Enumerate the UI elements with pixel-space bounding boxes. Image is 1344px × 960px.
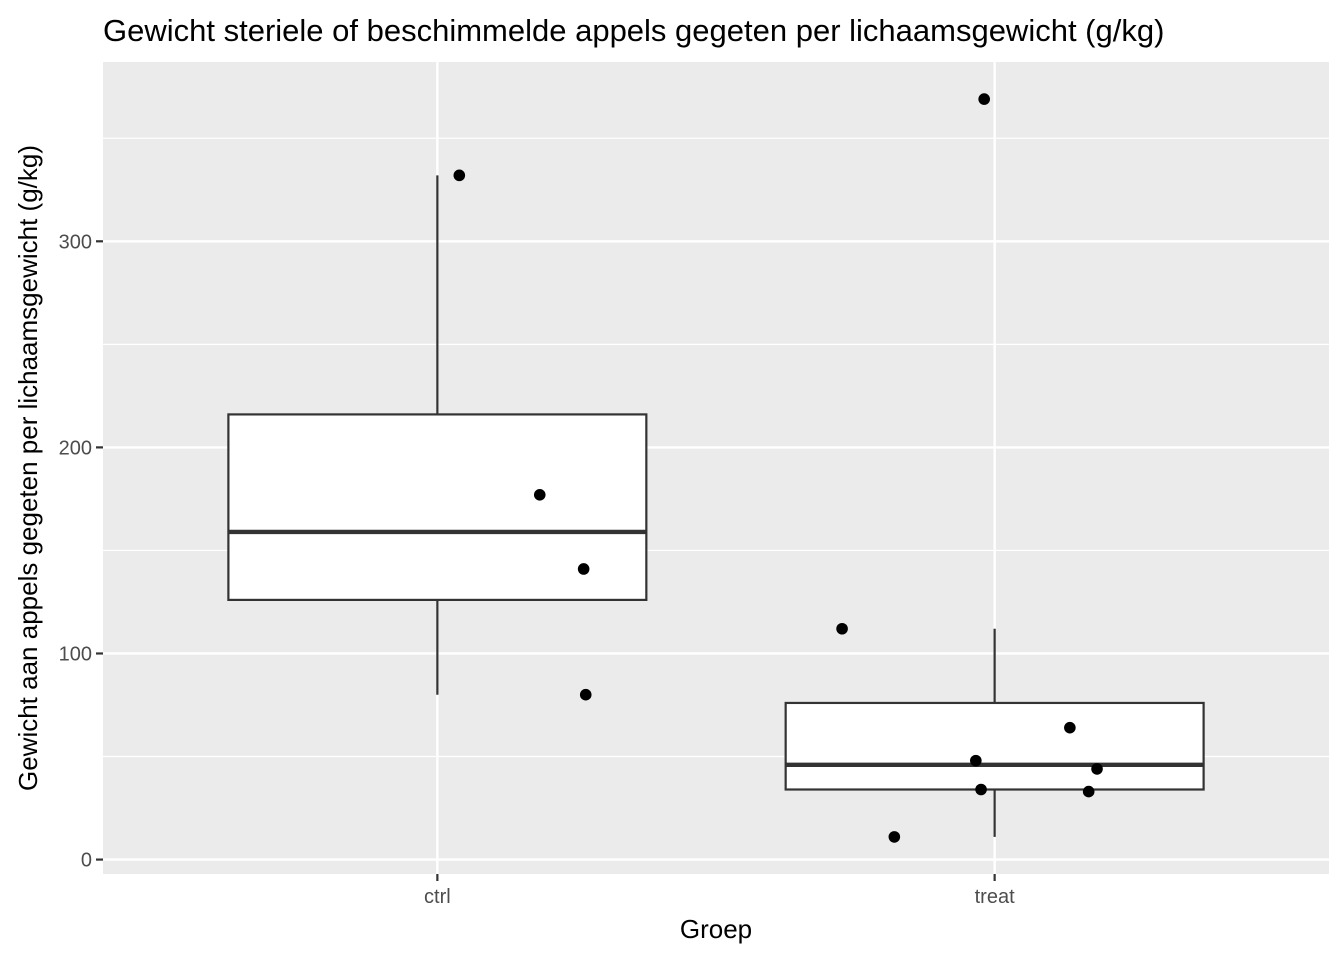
data-point [978, 93, 990, 105]
data-point [975, 783, 987, 796]
y-tick-label: 100 [59, 643, 92, 665]
data-point [970, 754, 982, 767]
data-point [1082, 785, 1095, 798]
chart-title: Gewicht steriele of beschimmelde appels … [103, 13, 1164, 48]
data-point [453, 169, 466, 182]
x-tick-label: treat [975, 886, 1015, 908]
data-point [533, 488, 546, 501]
boxes [227, 175, 1205, 837]
y-axis: 0 100 200 300 [59, 231, 103, 872]
data-point [1064, 721, 1076, 734]
data-point [888, 831, 901, 843]
y-tick-label: 0 [81, 850, 92, 872]
data-point [579, 688, 592, 701]
data-points [453, 93, 1103, 843]
x-axis: ctrl treat [424, 874, 1015, 908]
x-tick-label: ctrl [424, 886, 451, 908]
y-tick-label: 200 [59, 437, 92, 459]
data-point [1091, 763, 1103, 775]
box-ctrl [227, 413, 648, 601]
data-point [836, 622, 848, 635]
y-tick-label: 300 [59, 231, 92, 253]
data-point [577, 563, 590, 575]
y-axis-title: Gewicht aan appels gegeten per lichaamsg… [13, 145, 43, 791]
x-axis-title: Groep [680, 914, 752, 944]
box-treat [784, 701, 1205, 791]
